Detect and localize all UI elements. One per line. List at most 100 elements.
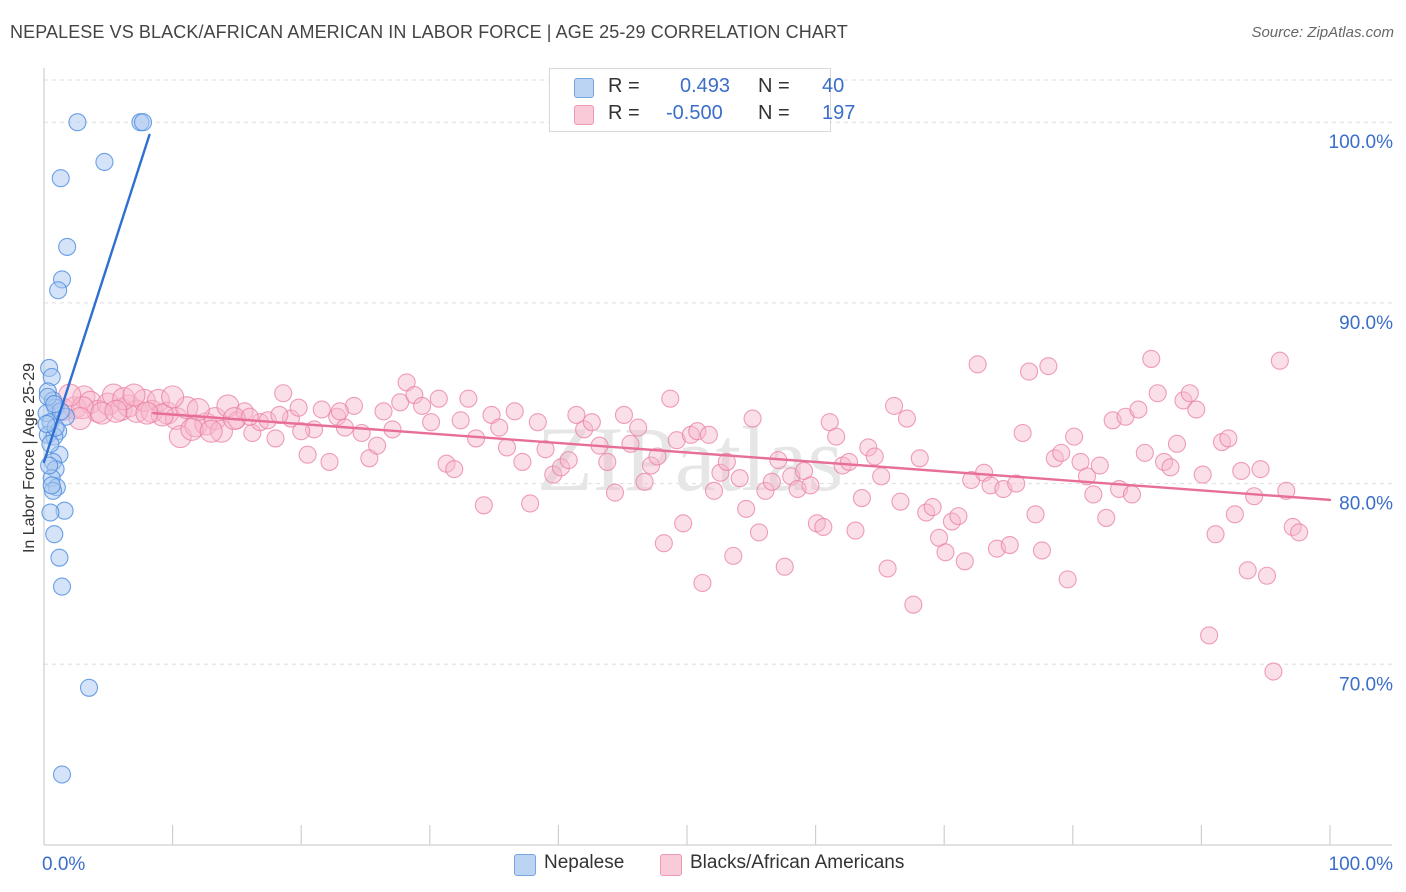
data-point-blacks bbox=[872, 467, 891, 486]
data-point-blacks bbox=[521, 494, 540, 513]
source-label: Source: ZipAtlas.com bbox=[1251, 24, 1394, 41]
y-tick-label: 80.0% bbox=[1339, 494, 1393, 515]
data-point-blacks bbox=[292, 422, 311, 441]
data-point-blacks bbox=[513, 452, 532, 471]
data-point-blacks bbox=[1206, 525, 1225, 544]
data-point-nepalese bbox=[45, 525, 64, 544]
data-point-blacks bbox=[104, 399, 128, 423]
data-point-blacks bbox=[216, 394, 240, 418]
data-point-blacks bbox=[575, 420, 594, 439]
data-point-nepalese bbox=[58, 237, 77, 256]
data-point-blacks bbox=[312, 400, 331, 419]
data-point-blacks bbox=[827, 427, 846, 446]
data-point-blacks bbox=[1026, 505, 1045, 524]
data-point-blacks bbox=[368, 436, 387, 455]
data-point-blacks bbox=[544, 465, 563, 484]
bottom-legend-swatch-blacks bbox=[660, 854, 682, 876]
bottom-legend-label-blacks: Blacks/African Americans bbox=[690, 852, 905, 873]
data-point-nepalese bbox=[50, 548, 69, 567]
data-point-blacks bbox=[968, 355, 987, 374]
data-point-blacks bbox=[674, 514, 693, 533]
data-point-blacks bbox=[801, 476, 820, 495]
data-point-blacks bbox=[1264, 662, 1283, 681]
data-point-blacks bbox=[146, 388, 171, 413]
data-point-blacks bbox=[1058, 570, 1077, 589]
data-point-blacks bbox=[1180, 384, 1199, 403]
data-point-blacks bbox=[1219, 429, 1238, 448]
data-point-blacks bbox=[1039, 357, 1058, 376]
data-point-nepalese bbox=[79, 678, 99, 697]
y-tick-label: 100.0% bbox=[1329, 132, 1394, 153]
data-point-blacks bbox=[1238, 561, 1257, 580]
bottom-legend-label-nepalese: Nepalese bbox=[544, 852, 625, 873]
data-point-blacks bbox=[497, 438, 517, 457]
data-point-blacks bbox=[884, 396, 904, 415]
data-point-blacks bbox=[559, 451, 578, 470]
data-point-blacks bbox=[1090, 456, 1109, 475]
data-point-blacks bbox=[693, 573, 712, 593]
data-point-blacks bbox=[199, 419, 223, 443]
data-point-blacks bbox=[1052, 443, 1071, 462]
data-point-blacks bbox=[536, 440, 555, 459]
data-point-blacks bbox=[949, 507, 968, 526]
data-point-blacks bbox=[320, 452, 339, 471]
data-point-nepalese bbox=[41, 503, 60, 522]
data-point-blacks bbox=[629, 418, 648, 437]
data-point-blacks bbox=[749, 523, 769, 542]
data-point-blacks bbox=[852, 489, 871, 508]
data-point-blacks bbox=[737, 499, 756, 518]
data-point-blacks bbox=[1148, 384, 1167, 403]
data-point-blacks bbox=[711, 463, 730, 482]
data-point-blacks bbox=[1020, 362, 1039, 381]
data-point-blacks bbox=[567, 405, 586, 424]
data-point-blacks bbox=[451, 411, 470, 430]
data-point-blacks bbox=[910, 449, 929, 468]
data-point-blacks bbox=[897, 409, 916, 428]
data-point-blacks bbox=[756, 481, 775, 500]
tick-labels: 70.0% 80.0% 90.0% 100.0% 0.0% 100.0% bbox=[42, 132, 1393, 875]
data-point-blacks bbox=[1232, 461, 1251, 481]
legend-n-value: 40 bbox=[822, 75, 845, 97]
data-point-blacks bbox=[1013, 423, 1032, 443]
data-point-blacks bbox=[266, 429, 285, 448]
data-point-blacks bbox=[161, 385, 185, 409]
data-point-blacks bbox=[1007, 474, 1026, 493]
data-point-blacks bbox=[1174, 391, 1193, 410]
trend-line-blacks bbox=[152, 411, 1332, 502]
data-point-blacks bbox=[654, 534, 673, 553]
data-point-blacks bbox=[274, 384, 293, 403]
legend-n-value: 197 bbox=[822, 102, 856, 124]
data-point-blacks bbox=[775, 557, 794, 576]
data-point-blacks bbox=[661, 389, 680, 408]
series-blacks-points bbox=[51, 349, 1309, 681]
data-point-blacks bbox=[490, 418, 509, 437]
watermark: ZIPatlas bbox=[537, 408, 844, 510]
data-point-blacks bbox=[730, 469, 749, 488]
data-point-blacks bbox=[1122, 485, 1142, 504]
data-point-blacks bbox=[1245, 487, 1264, 506]
data-point-blacks bbox=[505, 402, 524, 421]
data-point-blacks bbox=[743, 409, 762, 428]
data-point-blacks bbox=[1270, 351, 1289, 370]
data-point-blacks bbox=[551, 458, 571, 477]
data-point-blacks bbox=[846, 521, 865, 540]
data-point-blacks bbox=[289, 398, 308, 417]
legend-r-value: 0.493 bbox=[680, 75, 731, 97]
data-point-blacks bbox=[1097, 508, 1116, 527]
data-point-blacks bbox=[635, 472, 654, 491]
legend-n-label: N = bbox=[758, 75, 790, 97]
chart-title: NEPALESE VS BLACK/AFRICAN AMERICAN IN LA… bbox=[10, 22, 848, 42]
data-point-blacks bbox=[445, 460, 464, 479]
data-point-blacks bbox=[1032, 541, 1051, 560]
data-point-blacks bbox=[1257, 566, 1277, 585]
y-tick-label: 70.0% bbox=[1339, 674, 1393, 695]
data-point-nepalese bbox=[40, 456, 59, 475]
data-point-blacks bbox=[936, 543, 955, 562]
data-point-blacks bbox=[878, 559, 897, 578]
x-tick-label: 0.0% bbox=[42, 854, 85, 875]
data-point-blacks bbox=[459, 389, 478, 408]
y-tick-label: 90.0% bbox=[1339, 313, 1393, 334]
data-point-blacks bbox=[717, 452, 736, 471]
data-point-blacks bbox=[667, 431, 686, 450]
